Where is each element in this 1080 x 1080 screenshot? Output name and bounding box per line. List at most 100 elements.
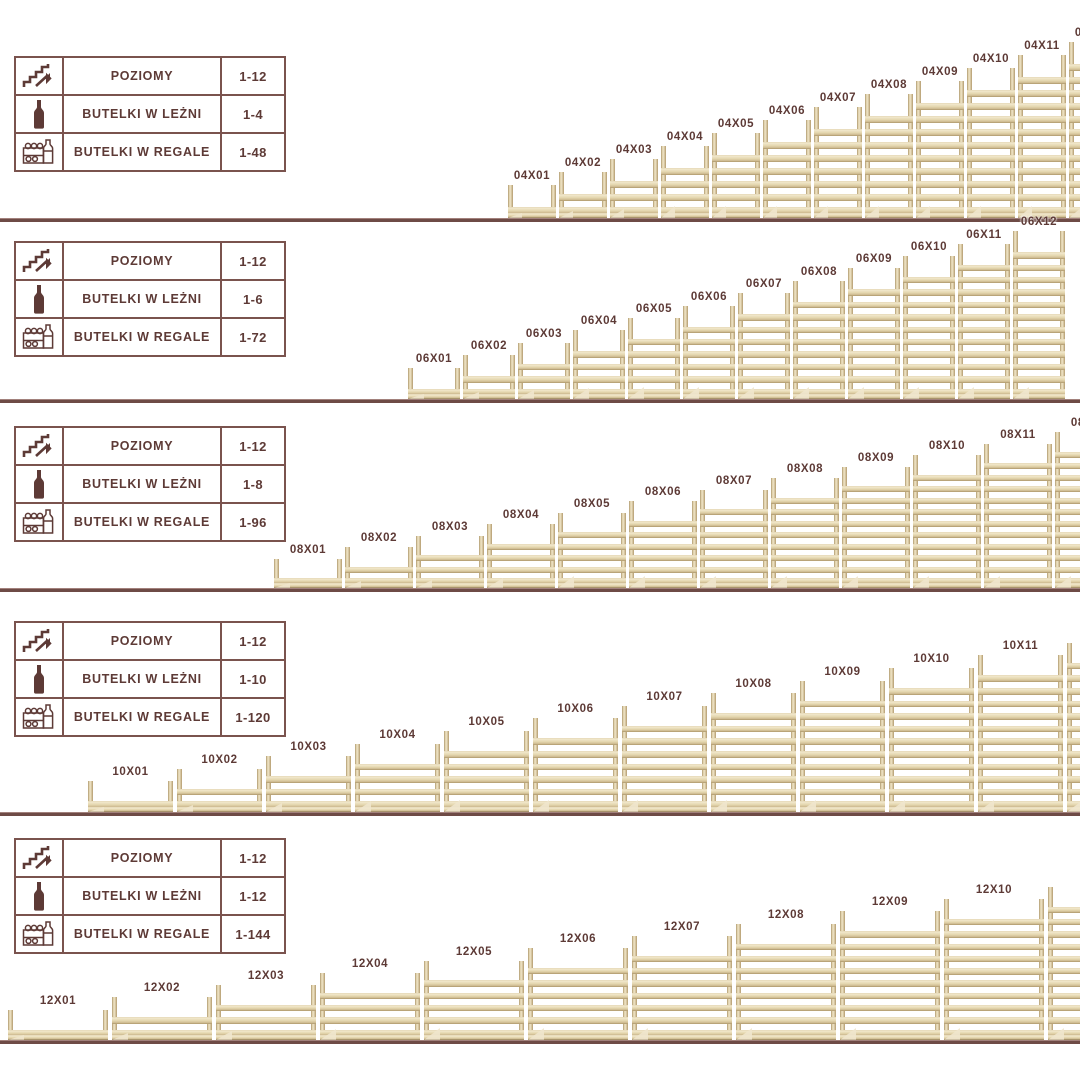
rack-08X08[interactable]: 08X08 xyxy=(771,463,839,588)
rack-10X08[interactable]: 10X08 xyxy=(711,678,796,812)
rack-illustration xyxy=(622,705,707,812)
rack-08X03[interactable]: 08X03 xyxy=(416,521,484,588)
rack-10X09[interactable]: 10X09 xyxy=(800,666,885,812)
rack-shelf xyxy=(793,351,845,358)
rack-shadow xyxy=(842,587,910,588)
rack-08X02[interactable]: 08X02 xyxy=(345,532,413,588)
rack-10X05[interactable]: 10X05 xyxy=(444,716,529,812)
rack-base xyxy=(345,583,413,588)
rack-post xyxy=(551,185,556,218)
rack-shelf xyxy=(916,129,964,136)
rack-06X07[interactable]: 06X07 xyxy=(738,278,790,399)
rack-base xyxy=(958,393,1010,399)
rack-base xyxy=(408,393,460,399)
rack-depth-wedge xyxy=(408,393,424,399)
rack-04X01[interactable]: 04X01 xyxy=(508,170,556,218)
rack-08X01[interactable]: 08X01 xyxy=(274,544,342,588)
rack-08X11[interactable]: 08X11 xyxy=(984,429,1052,588)
rack-base xyxy=(712,212,760,218)
rack-04X12[interactable]: 04X12 xyxy=(1069,27,1080,218)
rack-08X04[interactable]: 08X04 xyxy=(487,509,555,588)
rack-10X03[interactable]: 10X03 xyxy=(266,741,351,812)
rack-06X02[interactable]: 06X02 xyxy=(463,340,515,399)
rack-10X07[interactable]: 10X07 xyxy=(622,691,707,812)
rack-04X05[interactable]: 04X05 xyxy=(712,118,760,218)
rack-06X06[interactable]: 06X06 xyxy=(683,291,735,399)
rack-06X05[interactable]: 06X05 xyxy=(628,303,680,399)
rack-shelf xyxy=(711,751,796,758)
rack-base xyxy=(533,806,618,812)
rack-shelf xyxy=(632,1005,732,1012)
rack-12X03[interactable]: 12X03 xyxy=(216,970,316,1040)
rack-08X12[interactable]: 08X12 xyxy=(1055,417,1080,588)
rack-06X12[interactable]: 06X12 xyxy=(1013,216,1065,399)
rack-post xyxy=(416,535,421,588)
rack-06X01[interactable]: 06X01 xyxy=(408,353,460,399)
rack-12X09[interactable]: 12X09 xyxy=(840,896,940,1040)
rack-depth-wedge xyxy=(800,799,816,812)
rack-06X04[interactable]: 06X04 xyxy=(573,315,625,399)
rack-shadow xyxy=(958,397,1010,399)
rack-10X12[interactable]: 10X12 xyxy=(1067,642,1080,812)
rack-base xyxy=(416,583,484,588)
rack-06X11[interactable]: 06X11 xyxy=(958,229,1010,399)
rack-04X07[interactable]: 04X07 xyxy=(814,92,862,218)
rack-illustration xyxy=(736,923,836,1040)
rack-depth-wedge xyxy=(1067,799,1080,812)
rack-08X10[interactable]: 08X10 xyxy=(913,440,981,588)
rack-10X04[interactable]: 10X04 xyxy=(355,729,440,812)
rack-12X07[interactable]: 12X07 xyxy=(632,921,732,1040)
rack-08X07[interactable]: 08X07 xyxy=(700,475,768,588)
rack-shelf xyxy=(800,763,885,771)
rack-06X03[interactable]: 06X03 xyxy=(518,328,570,399)
rack-shelf xyxy=(944,931,1044,938)
rack-12X01[interactable]: 12X01 xyxy=(8,995,108,1040)
rack-04X11[interactable]: 04X11 xyxy=(1018,40,1066,218)
rack-12X10[interactable]: 12X10 xyxy=(944,884,1044,1040)
rack-shadow xyxy=(112,1038,212,1040)
rack-depth-wedge xyxy=(865,206,879,218)
rack-shelf xyxy=(1048,992,1080,1000)
rack-shadow xyxy=(944,1039,1044,1040)
rack-06X09[interactable]: 06X09 xyxy=(848,253,900,399)
rack-10X02[interactable]: 10X02 xyxy=(177,754,262,812)
rack-04X09[interactable]: 04X09 xyxy=(916,66,964,218)
rack-12X04[interactable]: 12X04 xyxy=(320,958,420,1040)
rack-depth-wedge xyxy=(274,583,290,588)
rack-shelf xyxy=(424,1017,524,1024)
rack-10X11[interactable]: 10X11 xyxy=(978,640,1063,812)
rack-10X06[interactable]: 10X06 xyxy=(533,703,618,812)
rack-shelf xyxy=(736,1017,836,1024)
rack-06X08[interactable]: 06X08 xyxy=(793,266,845,399)
rack-post xyxy=(916,81,921,218)
rack-base xyxy=(967,212,1015,218)
rack-depth-wedge xyxy=(629,576,645,588)
rack-12X02[interactable]: 12X02 xyxy=(112,982,212,1040)
rack-10X10[interactable]: 10X10 xyxy=(889,653,974,812)
rack-04X04[interactable]: 04X04 xyxy=(661,131,709,218)
rack-12X11[interactable]: 12X11 xyxy=(1048,886,1080,1040)
rack-08X05[interactable]: 08X05 xyxy=(558,498,626,588)
rack-post xyxy=(702,705,707,812)
rack-04X08[interactable]: 04X08 xyxy=(865,79,913,218)
rack-shelf xyxy=(916,194,964,201)
rack-04X10[interactable]: 04X10 xyxy=(967,53,1015,218)
rack-12X08[interactable]: 12X08 xyxy=(736,909,836,1040)
rack-illustration xyxy=(216,985,316,1040)
rack-12X06[interactable]: 12X06 xyxy=(528,933,628,1040)
rack-shadow xyxy=(800,810,885,812)
rack-12X05[interactable]: 12X05 xyxy=(424,946,524,1040)
rack-08X09[interactable]: 08X09 xyxy=(842,452,910,588)
rack-04X02[interactable]: 04X02 xyxy=(559,157,607,218)
rack-shelf xyxy=(763,155,811,162)
spec-value: 1-12 xyxy=(220,621,286,661)
rack-04X06[interactable]: 04X06 xyxy=(763,105,811,218)
rack-04X03[interactable]: 04X03 xyxy=(610,144,658,218)
rack-illustration xyxy=(763,120,811,218)
rack-06X10[interactable]: 06X10 xyxy=(903,241,955,399)
rack-08X06[interactable]: 08X06 xyxy=(629,486,697,588)
rack-10X01[interactable]: 10X01 xyxy=(88,766,173,812)
rack-post xyxy=(712,133,717,218)
rack-depth-wedge xyxy=(320,1028,336,1040)
rack-shadow xyxy=(763,217,811,218)
